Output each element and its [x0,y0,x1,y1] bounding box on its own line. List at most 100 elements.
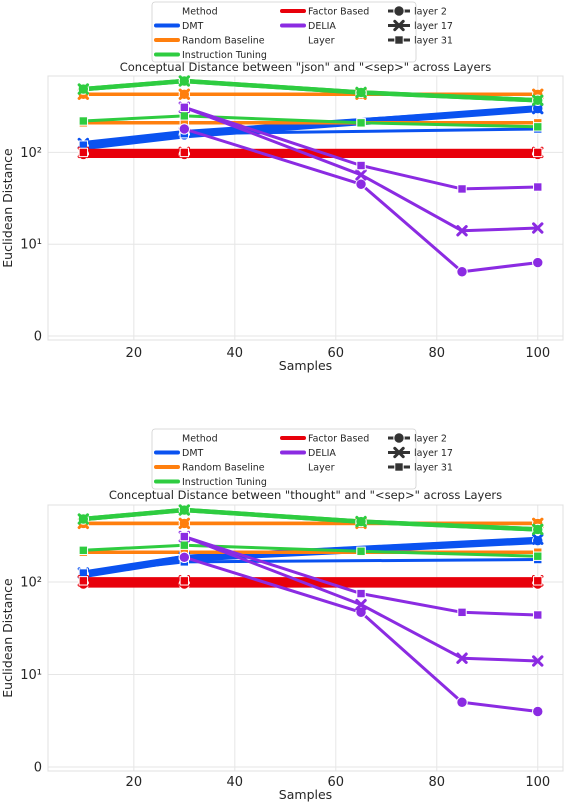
x-axis-label: Samples [279,787,332,802]
legend-marker-layer-31 [394,35,404,45]
data-point-instruction-tuning-layer-31-2 [356,546,366,556]
legend: Method DMT Random Baseline Instruction Tuni… [151,1,453,63]
legend-marker-layer-17 [393,446,405,459]
series-line-instruction-tuning-layer-17 [81,78,541,103]
y-axis-label: Euclidean Distance [0,578,15,698]
data-point-delia-layer-31-1 [356,588,366,599]
data-point-dmt-layer-17-2-stroke-b [532,533,544,545]
legend-title-layer: Layer [308,35,335,46]
x-tick-label-60: 60 [328,775,345,790]
data-point-instruction-tuning-layer-17-1-stroke-b [178,504,191,516]
legend-label-factor-based: Factor Based [308,433,369,444]
legend-label-layer-31: layer 31 [414,462,453,473]
data-point-delia-layer-2-0 [178,123,191,135]
data-point-delia-layer-17-3 [532,655,544,667]
legend-label-layer-2: layer 2 [414,6,447,17]
series-line-delia-layer-31 [182,535,540,617]
data-point-random-baseline-layer-17-1 [178,517,191,530]
y-tick-label-0: 0 [34,330,42,345]
data-point-delia-layer-17-3 [532,222,544,234]
legend-marker-layer-2 [393,5,405,17]
data-point-instruction-tuning-layer-31-1 [179,540,190,550]
chart-panel-2: Conceptual Distance between "thought" an… [0,428,564,802]
data-point-delia-layer-31-0 [179,531,190,542]
legend-label-delia: DELIA [308,448,336,459]
data-point-delia-layer-17-1-stroke-b [355,169,367,181]
legend-marker-layer-31 [394,462,404,472]
data-point-instruction-tuning-layer-31-0 [78,116,89,126]
x-tick-label-100: 100 [525,775,550,790]
x-tick-label-80: 80 [429,346,446,361]
data-point-instruction-tuning-layer-17-1 [178,504,191,516]
y-axis-label: Euclidean Distance [0,148,15,268]
data-point-instruction-tuning-layer-17-3 [532,523,544,536]
data-point-delia-layer-17-2 [456,652,468,664]
data-point-factor-based-layer-31-2 [533,576,543,586]
data-point-instruction-tuning-layer-31-3 [533,122,543,132]
data-point-delia-layer-17-2-stroke-b [456,225,468,237]
legend-label-layer-17: layer 17 [414,21,453,32]
legend-label-dmt: DMT [182,448,204,459]
data-point-delia-layer-17-3-stroke-b [532,655,544,667]
data-point-instruction-tuning-layer-17-3 [532,94,544,106]
plot-frame [47,75,564,341]
series-line-dmt-layer-31 [81,127,540,147]
legend-label-factor-based: Factor Based [308,6,369,17]
data-point-delia-layer-31-1 [356,160,366,171]
series-line-dmt-layer-17 [80,536,541,576]
data-point-factor-based-layer-31-2 [533,147,543,158]
y-tick-label-2: 10² [20,576,42,591]
legend-label-layer-17: layer 17 [414,448,453,459]
legend-label-random-baseline: Random Baseline [182,35,265,46]
x-tick-label-20: 20 [126,346,143,361]
data-point-instruction-tuning-layer-17-1-stroke-b [178,75,191,87]
series-line-instruction-tuning-layer-31 [81,543,540,558]
data-point-instruction-tuning-layer-17-2 [355,86,367,99]
plot-frame [47,504,564,772]
data-point-instruction-tuning-layer-17-0-stroke-b [77,83,90,95]
legend-marker-layer-17 [393,19,405,32]
data-point-instruction-tuning-layer-17-2 [355,515,367,528]
data-point-delia-layer-2-1 [355,606,367,619]
legend-label-delia: DELIA [308,21,336,32]
data-point-delia-layer-2-2 [456,266,468,278]
data-point-instruction-tuning-layer-31-1 [179,111,190,121]
series-line-delia-layer-2 [182,127,540,274]
chart-title: Conceptual Distance between "thought" an… [109,488,502,502]
data-point-delia-layer-31-2 [457,607,467,618]
data-point-random-baseline-layer-17-1 [178,88,191,100]
legend: Method DMT Random Baseline Instruction Tuni… [151,428,453,490]
chart-panel-1: Conceptual Distance between "json" and "… [0,1,564,373]
data-point-instruction-tuning-layer-17-0 [77,513,90,525]
legend-title-method: Method [182,6,218,17]
legend-frame [151,428,417,490]
data-point-dmt-layer-17-2 [532,102,544,115]
data-point-instruction-tuning-layer-31-0 [78,545,89,556]
data-point-delia-layer-2-0 [178,551,191,563]
x-tick-label-80: 80 [429,775,446,790]
legend-marker-layer-17-stroke-b [393,446,405,459]
legend-marker-layer-17-stroke-b [393,19,405,32]
legend-label-layer-31: layer 31 [414,35,453,46]
data-point-random-baseline-layer-17-1-stroke-b [178,517,191,530]
x-tick-label-40: 40 [227,775,244,790]
legend-label-dmt: DMT [182,21,204,32]
data-point-delia-layer-31-3 [533,182,543,192]
data-point-delia-layer-31-2 [457,184,467,194]
data-point-delia-layer-17-2-stroke-b [456,652,468,664]
legend-marker-layer-2 [393,432,405,444]
data-point-delia-layer-31-3 [533,610,543,620]
series-line-delia-layer-17 [182,105,540,233]
data-point-delia-layer-2-3 [532,256,544,269]
data-point-delia-layer-2-3 [532,705,544,718]
y-tick-label-0: 0 [34,761,42,776]
data-point-instruction-tuning-layer-17-3-stroke-b [532,523,544,536]
data-point-instruction-tuning-layer-17-2-stroke-b [355,515,367,528]
data-point-instruction-tuning-layer-17-2-stroke-b [355,86,367,99]
y-tick-label-1: 10¹ [20,238,42,253]
x-tick-label-20: 20 [126,775,143,790]
legend-label-instruction-tuning: Instruction Tuning [182,50,267,61]
y-tick-label-2: 10² [20,146,42,161]
data-point-delia-layer-31-0 [179,102,190,113]
data-point-instruction-tuning-layer-17-0 [77,83,90,95]
